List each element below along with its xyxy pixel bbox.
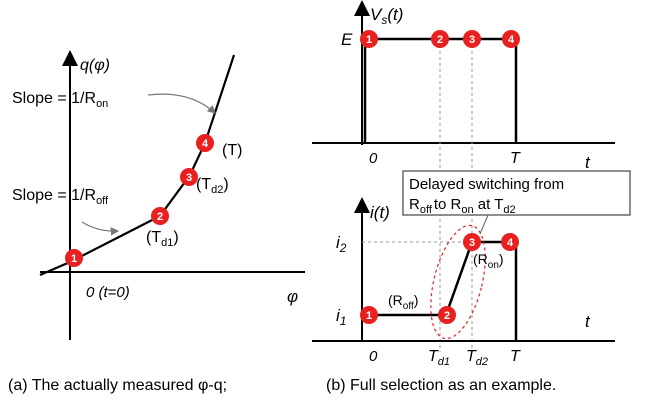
marker-4-vs: 4 (502, 30, 520, 48)
svg-text:1: 1 (366, 34, 372, 46)
svg-text:2: 2 (444, 310, 450, 322)
svg-text:4: 4 (507, 237, 514, 249)
svg-text:2: 2 (157, 211, 163, 223)
marker-1-vs: 1 (360, 30, 378, 48)
panel-a-y-axis-label: q(φ) (80, 57, 110, 74)
i1-label: i1 (336, 306, 346, 328)
callout-box: Delayed switching from Roff to Ron at Td2 (402, 170, 631, 235)
panel-a: q(φ) φ 0 (t=0) Slope = 1/Ron Slope = 1/R… (8, 50, 305, 394)
point-label-t: (T) (222, 142, 242, 159)
svg-text:1: 1 (71, 253, 77, 265)
i2-label: i2 (336, 233, 347, 255)
slope-on-arrow (147, 93, 216, 114)
marker-1-i: 1 (360, 306, 378, 324)
slope-on-label: Slope = 1/Ron (12, 90, 108, 110)
marker-3-panel-a: 3 (180, 168, 198, 186)
svg-text:3: 3 (186, 172, 192, 184)
i-t-label: T (510, 348, 521, 365)
svg-text:2: 2 (437, 34, 443, 46)
vs-origin-label: 0 (369, 150, 378, 167)
callout-line-2: Roff to Ron at Td2 (409, 196, 516, 216)
panel-a-x-axis-label: φ (287, 287, 298, 306)
marker-1-panel-a: 1 (65, 249, 83, 267)
i-x-axis-label: t (585, 312, 591, 331)
slope-off-arrow (81, 221, 120, 236)
marker-2-vs: 2 (431, 30, 449, 48)
callout-pointer (479, 214, 489, 235)
panel-a-origin-label: 0 (t=0) (86, 284, 130, 301)
vs-t-label: T (510, 150, 521, 167)
callout-line-1: Delayed switching from (409, 176, 564, 193)
i-origin-label: 0 (369, 348, 378, 365)
svg-text:4: 4 (508, 34, 515, 46)
svg-text:1: 1 (366, 310, 372, 322)
svg-text:3: 3 (469, 237, 475, 249)
marker-4-panel-a: 4 (196, 134, 214, 152)
vs-y-axis-label: Vs(t) (370, 5, 403, 27)
vs-level-label: E (341, 30, 353, 49)
phi-q-curve (39, 54, 236, 277)
svg-text:4: 4 (202, 138, 209, 150)
td1-label: Td1 (428, 348, 450, 368)
marker-4-i: 4 (501, 233, 519, 251)
svg-text:3: 3 (469, 34, 475, 46)
caption-a: (a) The actually measured φ-q; (8, 377, 227, 394)
r-on-label: (Ron) (473, 251, 504, 271)
i-y-axis-label: i(t) (370, 203, 390, 222)
marker-3-i: 3 (463, 233, 481, 251)
switching-ellipse (430, 224, 486, 340)
r-off-label: (Roff) (388, 292, 418, 312)
vs-waveform (363, 37, 518, 143)
marker-2-i: 2 (438, 306, 456, 324)
point-label-td2: (Td2) (196, 176, 229, 196)
slope-off-label: Slope = 1/Roff (12, 187, 109, 207)
caption-b: (b) Full selection as an example. (326, 377, 556, 394)
marker-3-vs: 3 (463, 30, 481, 48)
vs-x-axis-label: t (585, 153, 591, 172)
panel-b-bottom: i(t) i2 i1 0 Td1 Td2 T t (Roff) (Ron) 1 … (312, 197, 615, 394)
td2-label: Td2 (466, 348, 488, 368)
marker-2-panel-a: 2 (151, 207, 169, 225)
point-label-td1: (Td1) (146, 229, 179, 249)
